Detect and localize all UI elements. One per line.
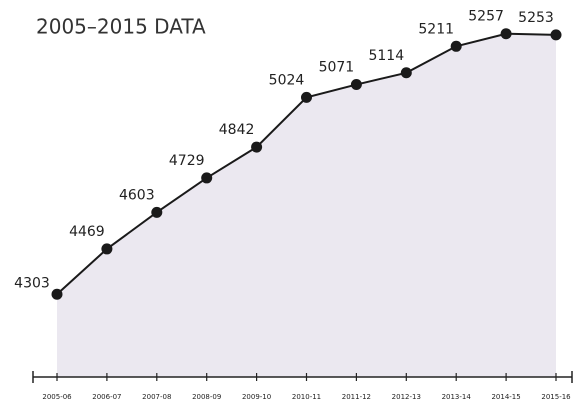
x-tick-label: 2010-11 (292, 393, 321, 401)
value-label: 5114 (368, 48, 404, 64)
point (550, 29, 562, 41)
x-tick-label: 2011-12 (342, 393, 371, 401)
x-tick-label: 2005-06 (42, 393, 72, 401)
value-label: 5257 (468, 9, 504, 25)
chart-title: 2005–2015 DATA (36, 15, 206, 39)
value-label: 4469 (69, 224, 105, 240)
point (350, 79, 362, 91)
x-tick-label: 2007-08 (142, 393, 171, 401)
point (301, 91, 312, 103)
x-tick-label: 2006-07 (92, 393, 121, 401)
value-label: 5071 (319, 60, 355, 76)
x-tick-label: 2015-16 (541, 393, 571, 401)
area (57, 33, 556, 377)
value-label: 5024 (269, 72, 305, 88)
x-tick-label: 2013-14 (442, 393, 472, 401)
point (450, 40, 462, 52)
point (201, 172, 213, 184)
point (251, 141, 263, 153)
x-tick-label: 2014-15 (491, 393, 520, 401)
point (400, 67, 412, 79)
value-label: 4303 (14, 275, 50, 291)
x-tick-label: 2008-09 (192, 393, 221, 401)
value-label: 4603 (119, 187, 155, 203)
point (51, 288, 63, 300)
value-label: 4729 (169, 153, 205, 169)
x-tick-label: 2012-13 (392, 393, 421, 401)
point (151, 206, 163, 218)
value-label: 5253 (518, 10, 554, 26)
point (500, 28, 512, 40)
point (101, 243, 113, 255)
x-tick-label: 2009-10 (242, 393, 271, 401)
value-label: 5211 (418, 21, 454, 37)
value-label: 4842 (219, 122, 255, 138)
